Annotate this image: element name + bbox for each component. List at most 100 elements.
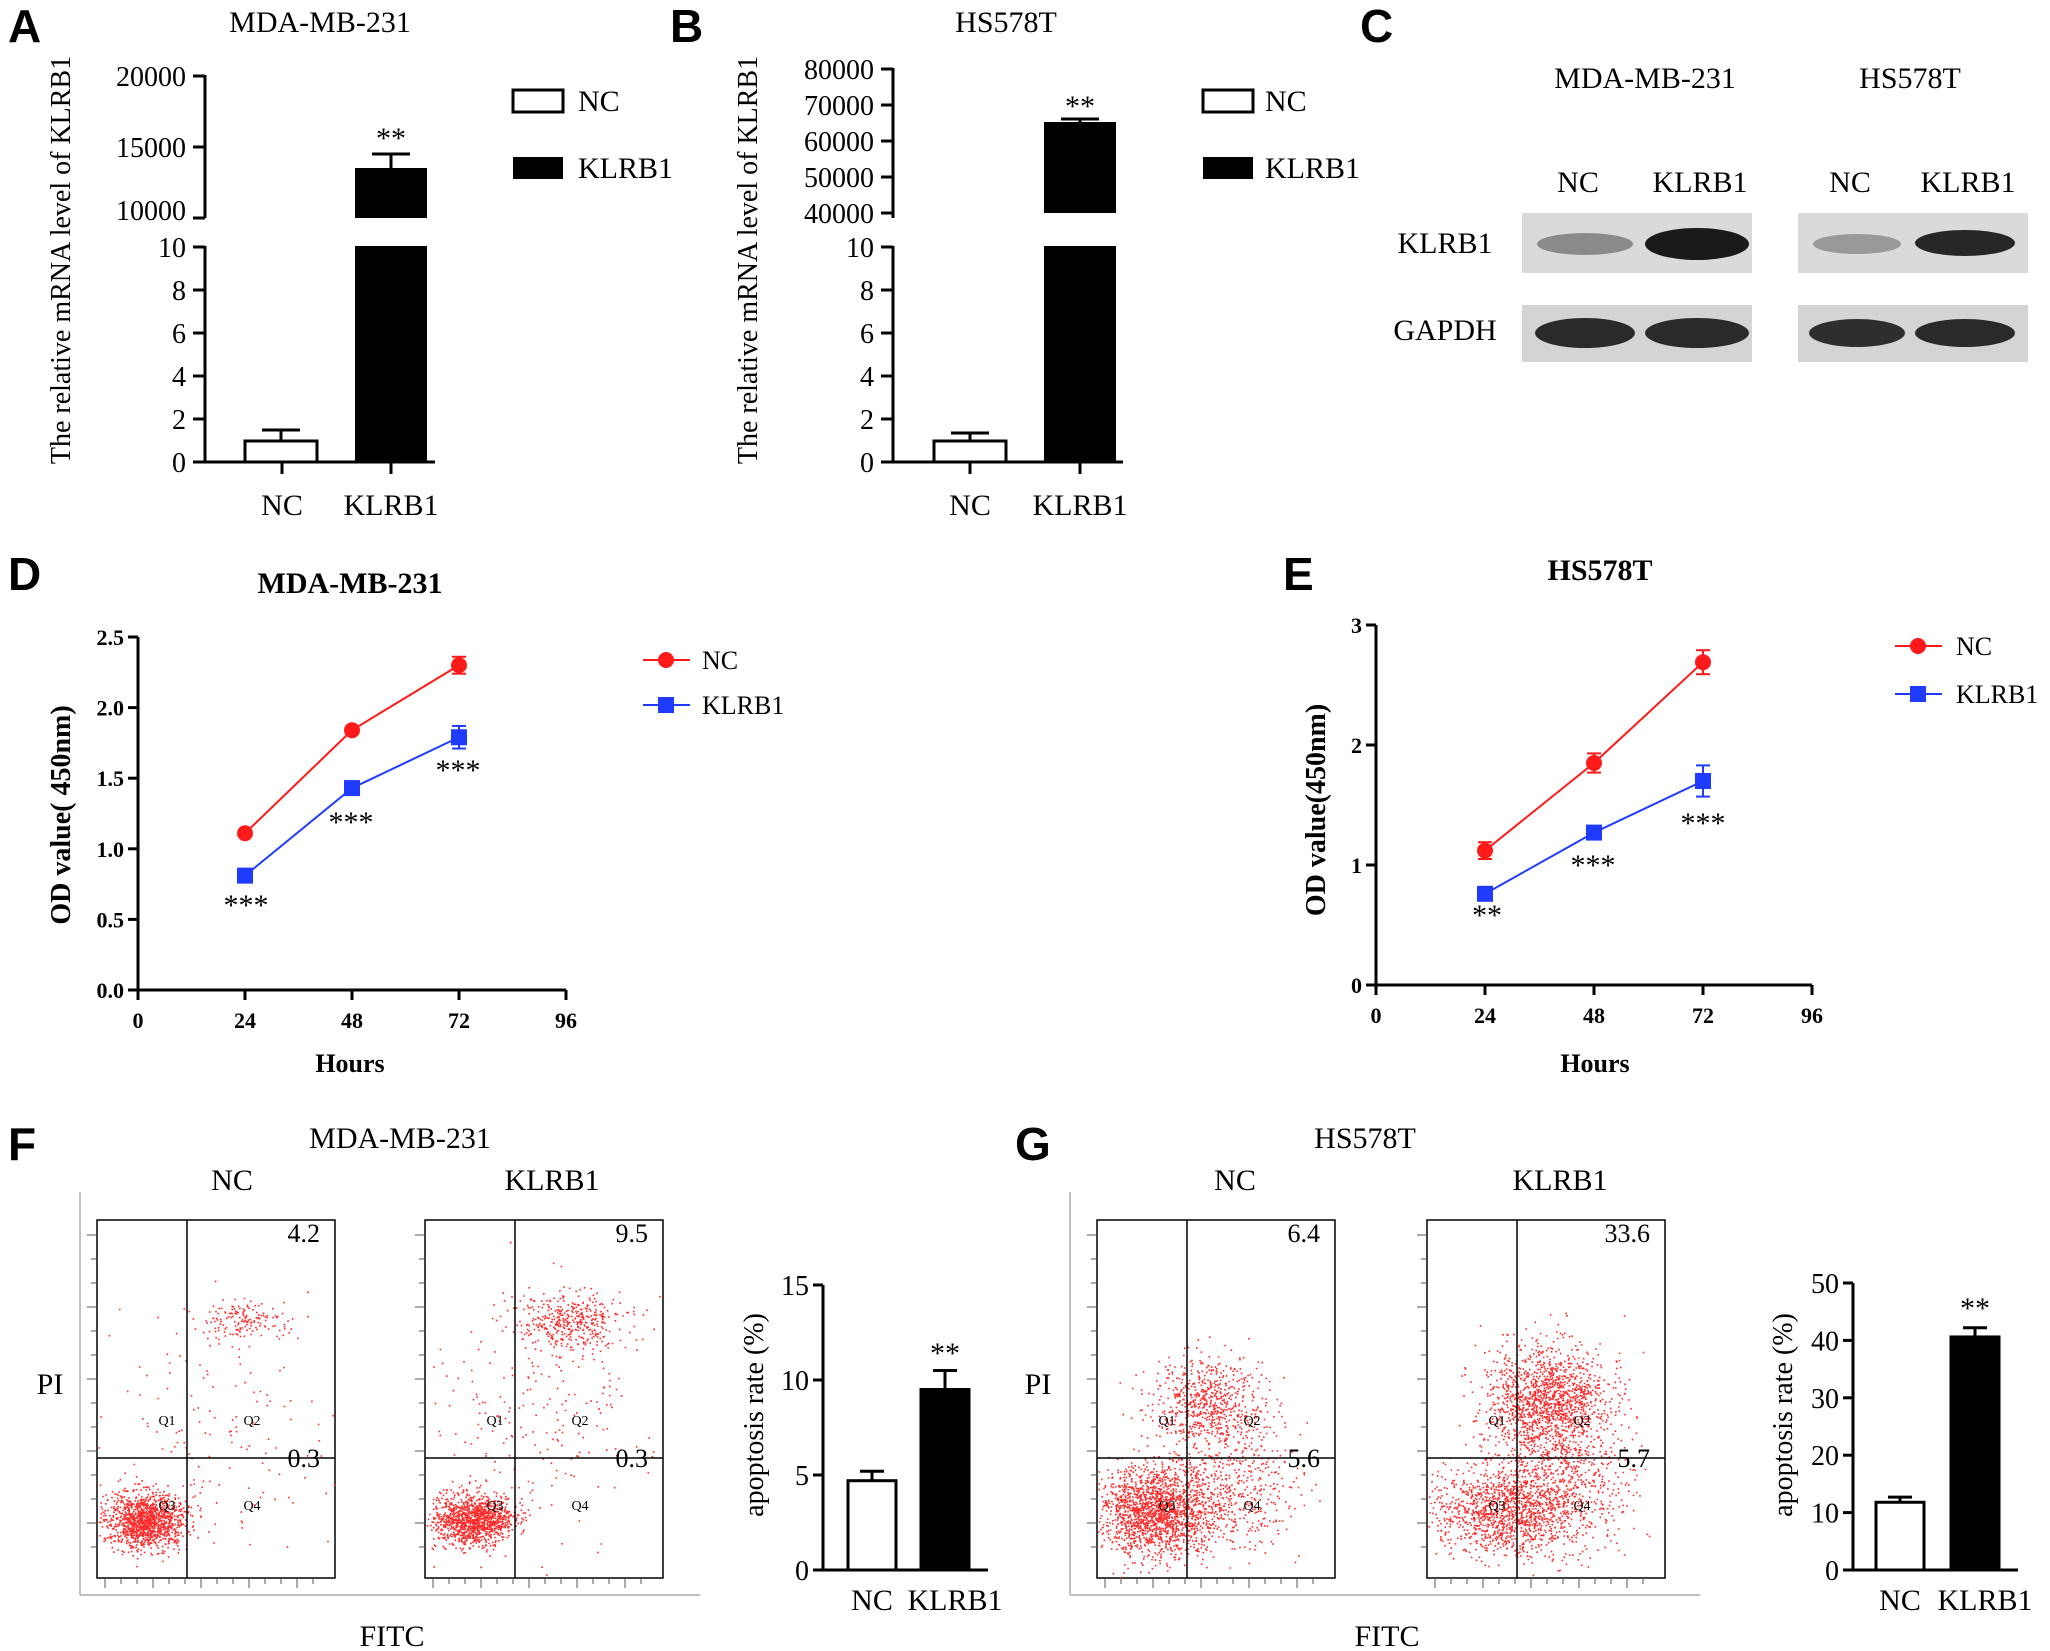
panel-c: MDA-MB-231 HS578T NC KLRB1 NC KLRB1 KLRB… xyxy=(1393,62,2028,362)
panel-b-ytick-label: 70000 xyxy=(804,91,874,122)
panel-d-ylabel: OD value( 450nm) xyxy=(46,705,77,924)
panel-a-legend-label-nc: NC xyxy=(578,85,620,118)
quadrant-label-q2: Q2 xyxy=(243,1414,260,1429)
y-tick-label: 1.5 xyxy=(97,766,125,791)
panel-f-title: MDA-MB-231 xyxy=(309,1122,491,1155)
panel-b-ytick-label: 80000 xyxy=(804,55,874,86)
blot-band xyxy=(1915,230,2015,256)
panel-e-ylabel: OD value(450nm) xyxy=(1301,704,1332,916)
panel-b-ytick-label: 0 xyxy=(860,448,874,479)
panel-b-ylabel: The relative mRNA level of KLRB1 xyxy=(733,56,764,464)
panel-b-ytick-label: 4 xyxy=(860,362,874,393)
data-point-nc xyxy=(451,657,467,674)
bar-y-tick-label: 40 xyxy=(1811,1326,1839,1357)
panel-a-ytick-label: 10 xyxy=(158,233,186,264)
bar-nc xyxy=(846,1479,898,1572)
x-tick-label: 48 xyxy=(1583,1003,1605,1028)
panel-f-q2-value: 9.5 xyxy=(616,1219,649,1248)
panel-a-ytick-label: 20000 xyxy=(116,62,186,93)
panel-letter-a: A xyxy=(8,0,41,52)
panel-letter-c: C xyxy=(1360,0,1393,52)
panel-f-q2-value: 4.2 xyxy=(288,1219,321,1248)
panel-b-significance: ** xyxy=(1065,90,1095,123)
panel-b-ytick-label: 8 xyxy=(860,276,874,307)
panel-b-ytick-label: 50000 xyxy=(804,163,874,194)
panel-f-bar-ylabel: apoptosis rate (%) xyxy=(739,1313,770,1517)
panel-g-title: HS578T xyxy=(1314,1122,1416,1155)
panel-f-condition-nc: NC xyxy=(211,1164,253,1197)
panel-c-lane-label: NC xyxy=(1557,166,1599,199)
panel-g-xtick-label: NC xyxy=(1879,1584,1921,1617)
quadrant-label-q2: Q2 xyxy=(1243,1414,1260,1429)
x-tick-label: 96 xyxy=(1801,1003,1823,1028)
panel-e-series xyxy=(1477,649,1711,902)
blot-band xyxy=(1813,234,1901,254)
quadrant-label-q3: Q3 xyxy=(1488,1499,1505,1514)
bar-klrb1 xyxy=(1949,1335,2001,1572)
bar-y-tick-label: 10 xyxy=(1811,1499,1839,1530)
panel-letter-e: E xyxy=(1283,548,1314,600)
x-tick-label: 0 xyxy=(1371,1003,1382,1028)
panel-e-xticks: 0 24 48 72 96 xyxy=(1371,985,1823,1028)
panel-a-ytick-label: 8 xyxy=(172,276,186,307)
y-tick-label: 2 xyxy=(1351,733,1362,758)
data-point-nc xyxy=(344,722,360,739)
panel-d-significance: *** xyxy=(224,889,269,922)
data-point-nc xyxy=(1586,755,1602,771)
panel-b: HS578T The relative mRNA level of KLRB1 … xyxy=(733,6,1360,522)
panel-b-bar-klrb1-upper xyxy=(1044,122,1116,213)
y-tick-label: 0.0 xyxy=(97,978,125,1003)
bar-y-tick-label: 0 xyxy=(1825,1556,1839,1587)
panel-f-q4-value: 0.3 xyxy=(288,1444,321,1473)
panel-b-ytick-label: 10 xyxy=(846,233,874,264)
panel-a-significance: ** xyxy=(376,122,406,155)
panel-c-cell-mda: MDA-MB-231 xyxy=(1554,62,1736,95)
bar-nc xyxy=(1874,1500,1926,1572)
panel-b-legend-label-nc: NC xyxy=(1265,85,1307,118)
flow-plot-g-nc: Q1 Q2 Q3 Q4 xyxy=(1087,1219,1336,1588)
panel-b-title: HS578T xyxy=(955,6,1057,39)
quadrant-label-q2: Q2 xyxy=(1573,1414,1590,1429)
data-point-nc xyxy=(1695,654,1711,671)
data-point-nc xyxy=(237,825,253,842)
panel-e-significance: *** xyxy=(1681,807,1726,840)
panel-a-ytick-label: 4 xyxy=(172,362,186,393)
data-point-klrb1 xyxy=(451,729,467,746)
panel-f-xtick-label: KLRB1 xyxy=(907,1584,1002,1617)
panel-a-ytick-label: 6 xyxy=(172,319,186,350)
panel-d: MDA-MB-231 OD value( 450nm) Hours 0.0 0.5… xyxy=(46,567,784,1078)
panel-g-condition-nc: NC xyxy=(1214,1164,1256,1197)
y-tick-label: 1.0 xyxy=(97,837,125,862)
panel-a-ytick-label: 0 xyxy=(172,448,186,479)
panel-a-bar-klrb1-lower xyxy=(355,246,427,462)
bar-y-tick-label: 20 xyxy=(1811,1441,1839,1472)
quadrant-label-q2: Q2 xyxy=(571,1414,588,1429)
data-point-klrb1 xyxy=(237,867,253,884)
panel-f-bar-chart: 0 5 10 15 xyxy=(781,1271,988,1587)
panel-d-legend-label-nc: NC xyxy=(702,646,738,675)
quadrant-label-q3: Q3 xyxy=(158,1499,175,1514)
panel-letter-d: D xyxy=(8,548,41,600)
panel-g-yaxis-label: PI xyxy=(1025,1368,1052,1401)
panel-c-lane-label: KLRB1 xyxy=(1920,166,2015,199)
panel-letter-f: F xyxy=(8,1118,36,1170)
panel-c-row-label-klrb1: KLRB1 xyxy=(1397,227,1492,260)
panel-f-xtick-label: NC xyxy=(851,1584,893,1617)
panel-d-yticks: 0.0 0.5 1.0 1.5 2.0 2.5 xyxy=(97,625,138,1003)
bar-y-tick-label: 30 xyxy=(1811,1384,1839,1415)
y-tick-label: 2.5 xyxy=(97,625,125,650)
panel-g-q4-value: 5.7 xyxy=(1618,1444,1651,1473)
panel-d-significance: *** xyxy=(436,754,481,787)
quadrant-label-q4: Q4 xyxy=(243,1499,260,1514)
panel-b-ytick-label: 2 xyxy=(860,405,874,436)
panel-d-legend-marker-nc xyxy=(658,652,674,668)
panel-g-bar-chart: 0 10 20 30 40 50 xyxy=(1811,1269,2018,1587)
quadrant-label-q3: Q3 xyxy=(1158,1499,1175,1514)
blot-band xyxy=(1645,228,1749,260)
panel-b-legend-label-klrb1: KLRB1 xyxy=(1265,152,1360,185)
panel-b-xtick-label: KLRB1 xyxy=(1032,489,1127,522)
flow-plot-frame xyxy=(424,1219,664,1579)
panel-b-xtick-label: NC xyxy=(949,489,991,522)
